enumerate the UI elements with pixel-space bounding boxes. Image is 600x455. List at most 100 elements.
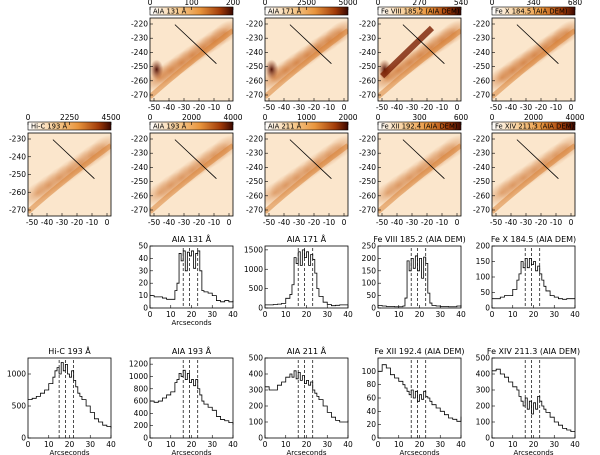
x-axis-label: Arcseconds	[287, 449, 327, 455]
map-x-tick-label: -20	[535, 103, 547, 112]
map-y-tick-label: -260	[131, 191, 148, 200]
x-tick-label: 20	[529, 310, 539, 319]
x-tick-label: 10	[166, 310, 176, 319]
x-tick-label: 40	[343, 310, 353, 319]
colorbar-tick-label: 2250	[60, 113, 79, 122]
map-frame	[491, 132, 576, 217]
loop-strand	[265, 28, 348, 99]
map-y-tick-label: -250	[131, 177, 148, 186]
map-x-tick-label: -10	[208, 103, 220, 112]
x-tick-label: 40	[456, 440, 466, 449]
colorbar-tick-label: 5000	[338, 0, 357, 7]
y-tick-label: 50	[366, 291, 376, 300]
x-tick-label: 10	[166, 440, 176, 449]
x-tick-label: 20	[187, 440, 197, 449]
map-y-tick-label: -220	[131, 135, 148, 144]
x-tick-label: 0	[376, 310, 381, 319]
map-frame	[149, 132, 234, 217]
y-tick-label: 1000	[244, 265, 263, 274]
map-y-tick-label: -240	[131, 48, 148, 57]
slit-cut-line	[52, 139, 95, 179]
y-tick-label: 0	[258, 304, 263, 313]
colorbar-tick-label: 2000	[182, 113, 201, 122]
map-x-tick-label: -50	[376, 218, 388, 227]
plot-frame	[377, 245, 462, 309]
y-tick-label: 50	[480, 288, 490, 297]
slit-cut-line	[402, 24, 445, 64]
map-x-tick-label: -10	[208, 218, 220, 227]
x-axis-label: Arcseconds	[400, 449, 440, 455]
slit-cut-line	[516, 139, 559, 179]
map-x-tick-label: -20	[71, 218, 83, 227]
panel-label: AIA 171 Å	[268, 7, 302, 16]
x-tick-label: 20	[302, 310, 312, 319]
x-axis-label: Arcseconds	[172, 449, 212, 455]
image-panel: 0 1000 2000 AIA 211 Å -220 -230 -240 -250 -260 -2…	[246, 113, 358, 227]
profile-line	[378, 255, 462, 308]
plot-title: Fe VIII 185.2 (AIA DEM)	[373, 235, 465, 244]
map-x-tick-label: -30	[406, 218, 418, 227]
map-x-tick-label: 0	[569, 218, 574, 227]
y-tick-label: 100	[476, 273, 491, 282]
slit-cut-line	[289, 139, 332, 179]
map-y-tick-label: -230	[131, 149, 148, 158]
map-structure	[28, 134, 111, 214]
y-tick-label: 100	[476, 418, 491, 427]
line-plot: Fe XII 192.4 (AIA DEM) 0 20 40 60 80 100 0 10 20 3…	[362, 347, 466, 455]
loop-strand	[28, 143, 111, 214]
plot-title: AIA 193 Å	[172, 345, 212, 356]
map-x-tick-label: 0	[227, 218, 232, 227]
map-y-tick-label: -250	[473, 62, 490, 71]
colorbar-tick-label: 680	[568, 0, 583, 7]
map-frame	[264, 17, 349, 102]
map-x-tick-label: 0	[569, 103, 574, 112]
y-tick-label: 20	[138, 279, 148, 288]
colorbar-tick-label: 4000	[223, 113, 242, 122]
map-y-tick-label: -240	[473, 163, 490, 172]
colorbar-tick-label: 0	[263, 0, 268, 7]
line-plot: Fe VIII 185.2 (AIA DEM) 0 50 100 150 200 250 0 1…	[362, 235, 466, 319]
plot-title: Fe XIV 211.3 (AIA DEM)	[487, 347, 580, 356]
map-x-tick-label: -30	[178, 103, 190, 112]
y-tick-label: 200	[249, 402, 264, 411]
map-x-tick-label: -50	[376, 103, 388, 112]
map-y-tick-label: -270	[131, 206, 148, 215]
y-tick-label: 800	[134, 384, 149, 393]
loop-strand	[150, 28, 233, 99]
x-tick-label: 20	[415, 440, 425, 449]
map-y-tick-label: -220	[246, 20, 263, 29]
y-tick-label: 0	[485, 304, 490, 313]
line-plot: Fe XIV 211.3 (AIA DEM) 0 100 200 300 400 500 0 1…	[476, 347, 580, 455]
y-tick-label: 40	[366, 407, 376, 416]
bright-footpoint	[265, 59, 279, 80]
y-tick-label: 200	[476, 402, 491, 411]
y-tick-label: 50	[138, 242, 148, 251]
map-x-tick-label: 0	[105, 218, 110, 227]
map-y-tick-label: -270	[9, 206, 26, 215]
colorbar-tick-label: 1000	[297, 113, 316, 122]
map-x-tick-label: 0	[227, 103, 232, 112]
profile-line	[492, 258, 575, 300]
map-y-tick-label: -220	[473, 20, 490, 29]
map-x-tick-label: -40	[505, 103, 517, 112]
y-tick-label: 500	[249, 284, 264, 293]
map-y-tick-label: -220	[473, 135, 490, 144]
x-tick-label: 10	[281, 310, 291, 319]
panel-label: AIA 131 Å	[153, 7, 187, 16]
colorbar-tick-label: 540	[454, 0, 469, 7]
y-tick-label: 0	[371, 304, 376, 313]
map-x-tick-label: -10	[86, 218, 98, 227]
map-x-tick-label: -40	[41, 218, 53, 227]
slit-cut-line	[174, 139, 217, 179]
map-x-tick-label: -30	[56, 218, 68, 227]
image-panel: 0 2500 5000 AIA 171 Å -220 -230 -240 -250 -260 -2…	[246, 0, 358, 112]
map-y-tick-label: -240	[473, 48, 490, 57]
colorbar-tick-label: 2000	[338, 113, 357, 122]
map-x-tick-label: -10	[323, 103, 335, 112]
map-x-tick-label: -40	[278, 103, 290, 112]
map-y-tick-label: -270	[246, 91, 263, 100]
x-axis-label: Arcseconds	[172, 319, 212, 327]
x-tick-label: 20	[187, 310, 197, 319]
map-y-tick-label: -230	[131, 34, 148, 43]
map-y-tick-label: -220	[246, 135, 263, 144]
